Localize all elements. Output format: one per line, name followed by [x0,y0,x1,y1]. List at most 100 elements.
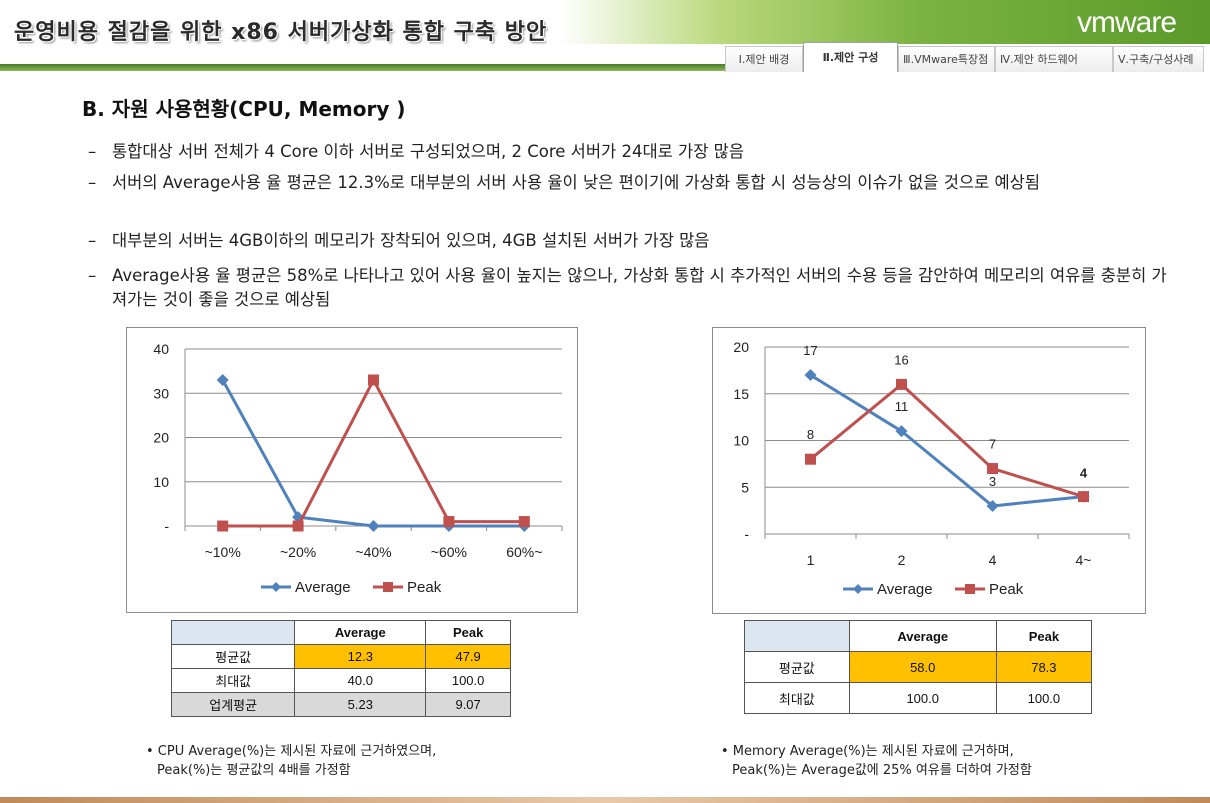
y-tick-label: 10 [733,433,749,449]
peak-cell: 78.3 [995,651,1093,683]
average-cell: 5.23 [294,692,427,717]
data-point-peak [443,516,455,528]
peak-cell: 9.07 [425,692,511,717]
bullet-text: Average사용 율 평균은 58%로 나타나고 있어 사용 율이 높지는 않… [112,266,1167,309]
data-label-peak: 16 [894,352,908,367]
data-point-peak [217,520,229,532]
peak-cell: 100.0 [995,682,1093,714]
table-row: 최대값 100.0 100.0 [744,682,1093,714]
footer-divider [0,797,1210,803]
tab-proposed-hardware[interactable]: Ⅳ.제안 하드웨어 [995,46,1113,72]
page-title: 운영비용 절감을 위한 x86 서버가상화 통합 구축 방안 [14,20,548,45]
data-point-peak [805,453,816,465]
data-label-peak: 7 [989,437,996,452]
table-row: 평균값 12.3 47.9 [170,644,511,669]
average-cell: 12.3 [294,644,427,669]
table-row: 평균값 58.0 78.3 [744,651,1093,683]
x-tick-label: 4~ [1076,552,1092,568]
tab-proposal-background[interactable]: Ⅰ.제안 배경 [725,46,803,72]
y-tick-label: 30 [153,385,169,401]
cpu-stats-table: Average Peak 평균값 12.3 47.9 최대값 40.0 100.… [170,620,511,717]
memory-footnote: • Memory Average(%)는 제시된 자료에 근거하며, Peak(… [721,742,1032,780]
legend-label-peak: Peak [407,579,442,596]
tab-references[interactable]: Ⅴ.구축/구성사례 [1113,46,1204,72]
peak-cell: 100.0 [425,668,511,693]
y-tick-label: 10 [153,474,169,490]
table-row: 업계평균 5.23 9.07 [170,692,511,717]
footnote-line: • Memory Average(%)는 제시된 자료에 근거하며, [721,744,1014,759]
table-row: 최대값 40.0 100.0 [170,668,511,693]
data-point-average [804,369,817,382]
header-divider [0,64,725,71]
x-tick-label: ~10% [205,544,241,560]
series-line-peak [222,378,525,528]
average-cell: 40.0 [294,668,427,693]
cpu-chart-svg: - 10 20 30 40 ~10% ~20% ~40% ~60% 60%~ Average Peak [153,341,563,596]
table-corner-cell [170,620,296,645]
bullet-dash: – [88,266,97,285]
section-title: B. 자원 사용현황(CPU, Memory ) [82,97,406,121]
title-band: 운영비용 절감을 위한 x86 서버가상화 통합 구축 방안 [0,0,640,64]
legend-marker-average [271,582,281,592]
cpu-usage-chart: - 10 20 30 40 ~10% ~20% ~40% ~60% 60%~ Average Peak [126,327,578,613]
legend-label-average: Average [295,579,351,596]
data-label-average: 17 [803,343,817,358]
x-tick-label: ~40% [355,544,391,560]
bullet-item: – 통합대상 서버 전체가 4 Core 이하 서버로 구성되었으며, 2 Co… [88,140,1168,164]
column-header-peak: Peak [425,620,511,645]
row-label: 업계평균 [170,692,296,717]
series-line-average [809,373,1084,508]
data-point-peak [1078,491,1089,503]
y-tick-label: 5 [741,479,749,495]
row-label: 평균값 [170,644,296,669]
vmware-logo: vmware [1076,6,1177,39]
y-tick-label: - [744,526,749,542]
x-tick-label: 60%~ [506,544,542,560]
data-point-average [367,520,380,532]
legend-marker-peak [383,582,393,592]
row-label: 평균값 [744,651,850,683]
peak-cell: 47.9 [425,644,511,669]
data-point-peak [987,463,998,475]
average-cell: 100.0 [848,682,997,714]
y-tick-label: 15 [733,386,749,402]
table-header-row: Average Peak [744,620,1093,652]
header: 운영비용 절감을 위한 x86 서버가상화 통합 구축 방안 vmware Ⅰ.… [0,0,1210,74]
tab-proposal-composition[interactable]: Ⅱ.제안 구성 [803,42,898,72]
x-tick-label: 2 [898,552,906,568]
data-point-average [895,425,908,438]
x-tick-label: ~60% [431,544,467,560]
series-line-average [221,379,525,528]
bullet-item: – 대부분의 서버는 4GB이하의 메모리가 장착되어 있으며, 4GB 설치된… [88,229,1168,253]
footnote-line: • CPU Average(%)는 제시된 자료에 근거하였으며, [146,744,437,759]
legend-marker-average [853,584,863,594]
x-tick-label: 4 [989,552,997,568]
row-label: 최대값 [170,668,296,693]
header-green-band [560,0,1210,44]
section-tabs: Ⅰ.제안 배경 Ⅱ.제안 구성 Ⅲ.VMware특장점 Ⅳ.제안 하드웨어 Ⅴ.… [725,42,1210,72]
y-tick-label: 20 [153,430,169,446]
y-tick-label: 20 [733,339,749,355]
table-header-row: Average Peak [170,620,511,645]
legend-label-average: Average [877,581,933,598]
column-header-peak: Peak [995,620,1093,652]
data-point-average [216,373,229,386]
bullet-dash: – [88,142,97,161]
column-header-average: Average [848,620,997,652]
data-point-average [292,511,305,524]
data-point-average [986,499,999,512]
tab-vmware-features[interactable]: Ⅲ.VMware특장점 [898,46,995,72]
data-label: 4 [1080,466,1088,481]
memory-stats-table: Average Peak 평균값 58.0 78.3 최대값 100.0 100… [744,620,1093,714]
legend-marker-peak [965,584,975,594]
table-corner-cell [744,620,850,652]
legend-label-peak: Peak [989,581,1024,598]
cpu-footnote: • CPU Average(%)는 제시된 자료에 근거하였으며, Peak(%… [146,742,436,780]
footnote-line: Peak(%)는 Average값에 25% 여유를 더하여 가정함 [732,763,1032,778]
data-point-peak [896,378,907,390]
data-point-peak [368,374,379,386]
row-label: 최대값 [744,682,850,714]
bullet-dash: – [88,231,97,250]
bullet-item: – 서버의 Average사용 율 평균은 12.3%로 대부분의 서버 사용 … [88,171,1168,195]
